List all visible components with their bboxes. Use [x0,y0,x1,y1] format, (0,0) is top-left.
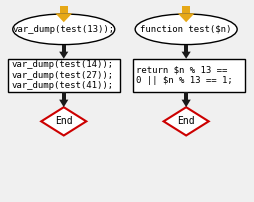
Polygon shape [177,13,194,22]
Text: var_dump(test(14));
var_dump(test(27));
var_dump(test(41));: var_dump(test(14)); var_dump(test(27)); … [11,60,113,90]
Polygon shape [61,92,66,100]
Text: var_dump(test(13));: var_dump(test(13)); [13,25,114,34]
Polygon shape [163,107,208,136]
Bar [8,59,119,92]
Polygon shape [181,52,190,59]
Polygon shape [183,92,187,100]
Bar [132,59,244,92]
Text: function test($n): function test($n) [140,25,231,34]
Ellipse shape [13,14,114,45]
Polygon shape [181,6,189,13]
Polygon shape [59,100,68,107]
Polygon shape [61,45,66,52]
Polygon shape [181,100,190,107]
Text: End: End [55,116,72,126]
Polygon shape [59,52,68,59]
Text: return $n % 13 ==
0 || $n % 13 == 1;: return $n % 13 == 0 || $n % 13 == 1; [136,66,232,85]
Polygon shape [183,45,187,52]
Text: End: End [177,116,194,126]
Polygon shape [59,6,68,13]
Ellipse shape [135,14,236,45]
Polygon shape [55,13,72,22]
Polygon shape [41,107,86,136]
